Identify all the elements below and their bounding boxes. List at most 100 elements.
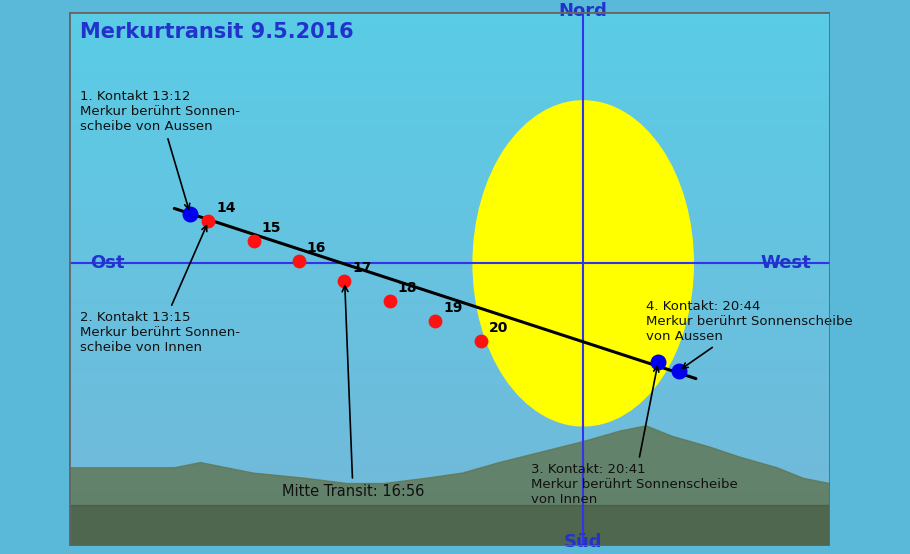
- Bar: [69, 446, 830, 453]
- Bar: [69, 212, 830, 219]
- Bar: [69, 52, 830, 59]
- Bar: [69, 38, 830, 45]
- Bar: [69, 219, 830, 225]
- Point: [337, 277, 351, 286]
- Bar: [69, 352, 830, 360]
- Bar: [69, 312, 830, 319]
- Text: 17: 17: [352, 261, 371, 275]
- Bar: [69, 112, 830, 119]
- Bar: [69, 453, 830, 460]
- Bar: [69, 119, 830, 125]
- Text: 14: 14: [217, 201, 236, 215]
- Bar: [69, 259, 830, 266]
- Bar: [69, 339, 830, 346]
- Text: West: West: [761, 254, 811, 273]
- Bar: [69, 326, 830, 332]
- Bar: [69, 206, 830, 212]
- Bar: [69, 439, 830, 446]
- Bar: [69, 65, 830, 72]
- Text: 2. Kontakt 13:15
Merkur berührt Sonnen-
scheibe von Innen: 2. Kontakt 13:15 Merkur berührt Sonnen- …: [80, 225, 240, 353]
- Bar: [69, 399, 830, 406]
- Bar: [69, 373, 830, 379]
- Point: [382, 297, 397, 306]
- Point: [201, 217, 216, 226]
- Text: Ost: Ost: [90, 254, 125, 273]
- Bar: [69, 386, 830, 393]
- Bar: [69, 92, 830, 99]
- Bar: [69, 172, 830, 179]
- Bar: [69, 360, 830, 366]
- Bar: [69, 460, 830, 466]
- Bar: [69, 513, 830, 520]
- Bar: [69, 346, 830, 352]
- Text: 1. Kontakt 13:12
Merkur berührt Sonnen-
scheibe von Aussen: 1. Kontakt 13:12 Merkur berührt Sonnen- …: [80, 90, 240, 209]
- Bar: [69, 138, 830, 145]
- Point: [428, 316, 442, 325]
- Bar: [69, 232, 830, 239]
- Polygon shape: [69, 426, 830, 546]
- Bar: [69, 520, 830, 526]
- Bar: [69, 152, 830, 159]
- Bar: [69, 105, 830, 112]
- Bar: [69, 540, 830, 546]
- Text: 19: 19: [443, 301, 462, 315]
- Bar: [69, 273, 830, 279]
- Point: [247, 237, 261, 246]
- Bar: [69, 59, 830, 65]
- Bar: [69, 332, 830, 339]
- Text: Nord: Nord: [559, 2, 608, 19]
- Bar: [69, 159, 830, 166]
- Bar: [69, 85, 830, 92]
- Bar: [69, 79, 830, 85]
- Bar: [69, 393, 830, 399]
- Bar: [69, 426, 830, 433]
- Bar: [69, 245, 830, 253]
- Bar: [69, 18, 830, 25]
- Bar: [69, 186, 830, 192]
- Bar: [69, 12, 830, 18]
- Bar: [69, 366, 830, 373]
- Bar: [69, 225, 830, 232]
- Bar: [69, 500, 830, 506]
- Bar: [69, 179, 830, 186]
- Bar: [69, 419, 830, 426]
- Bar: [69, 166, 830, 172]
- Text: Merkurtransit 9.5.2016: Merkurtransit 9.5.2016: [80, 22, 354, 42]
- Ellipse shape: [473, 101, 693, 426]
- Point: [474, 336, 489, 345]
- Bar: [69, 299, 830, 306]
- Bar: [69, 466, 830, 473]
- Bar: [69, 506, 830, 513]
- Text: 16: 16: [307, 241, 326, 255]
- Point: [291, 257, 306, 266]
- Bar: [69, 266, 830, 273]
- Bar: [69, 132, 830, 138]
- Bar: [69, 32, 830, 38]
- Text: Mitte Transit: 16:56: Mitte Transit: 16:56: [282, 286, 424, 499]
- Bar: [69, 433, 830, 439]
- Text: 18: 18: [398, 281, 417, 295]
- Polygon shape: [69, 505, 830, 546]
- Bar: [69, 319, 830, 326]
- Bar: [69, 199, 830, 206]
- Bar: [69, 286, 830, 293]
- Bar: [69, 45, 830, 52]
- Bar: [69, 253, 830, 259]
- Bar: [69, 480, 830, 486]
- Bar: [69, 306, 830, 312]
- Bar: [69, 279, 830, 286]
- Point: [672, 366, 686, 375]
- Bar: [69, 72, 830, 79]
- Text: 15: 15: [262, 221, 281, 235]
- Bar: [69, 486, 830, 493]
- Bar: [69, 526, 830, 533]
- Bar: [69, 25, 830, 32]
- Bar: [69, 145, 830, 152]
- Bar: [69, 99, 830, 105]
- Point: [651, 357, 665, 366]
- Bar: [69, 125, 830, 132]
- Text: 3. Kontakt: 20:41
Merkur berührt Sonnenscheibe
von Innen: 3. Kontakt: 20:41 Merkur berührt Sonnens…: [531, 367, 737, 506]
- Bar: [69, 493, 830, 500]
- Bar: [69, 413, 830, 419]
- Bar: [69, 406, 830, 413]
